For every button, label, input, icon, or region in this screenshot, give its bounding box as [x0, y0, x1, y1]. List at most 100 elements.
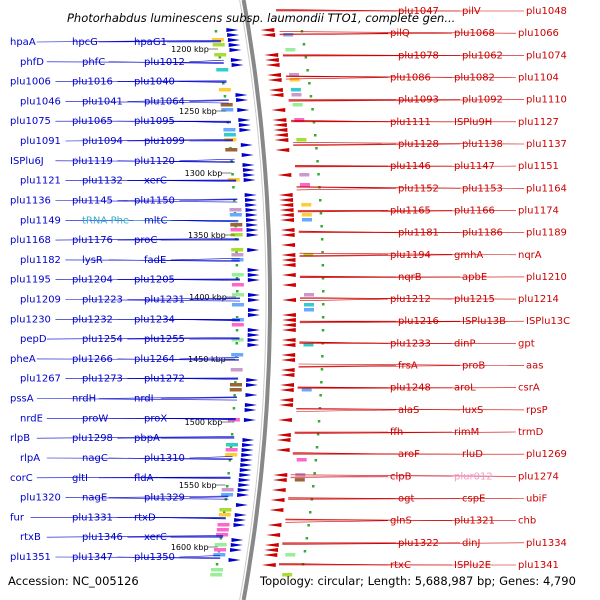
gene-label[interactable]: plu1095	[134, 116, 175, 127]
gene-label[interactable]: nqrB	[398, 272, 422, 283]
gene-label[interactable]: hpcG	[72, 37, 98, 48]
gene-label[interactable]: xerC	[144, 176, 167, 187]
gene-label[interactable]: plu1046	[20, 96, 61, 107]
gene-label[interactable]: plu1232	[72, 314, 113, 325]
gene-label[interactable]: plu1189	[526, 228, 567, 239]
gene-label[interactable]: rpsP	[526, 405, 548, 416]
gene-label[interactable]: plu1205	[134, 275, 175, 286]
gene-label[interactable]: plu1152	[398, 183, 439, 194]
gene-label[interactable]: hpaG1	[134, 37, 167, 48]
gene-label[interactable]: plu1233	[390, 338, 431, 349]
gene-label[interactable]: plu1047	[398, 6, 439, 17]
gene-label[interactable]: luxS	[462, 405, 483, 416]
gene-label[interactable]: clpB	[390, 471, 412, 482]
gene-label[interactable]: plu1186	[462, 228, 503, 239]
gene-label[interactable]: plu1147	[454, 161, 495, 172]
gene-label[interactable]: ffh	[390, 427, 403, 438]
gene-label[interactable]: plu1334	[526, 538, 567, 549]
gene-label[interactable]: mltC	[144, 215, 167, 226]
gene-label[interactable]: plu1248	[390, 383, 431, 394]
gene-label[interactable]: plu1082	[454, 73, 495, 84]
gene-label[interactable]: plu1093	[398, 95, 439, 106]
gene-label[interactable]: plu1149	[20, 215, 61, 226]
gene-label[interactable]: plu1111	[390, 117, 431, 128]
gene-label[interactable]: plu1350	[134, 552, 175, 563]
gene-label[interactable]: plu1204	[72, 275, 113, 286]
gene-label[interactable]: plu1041	[82, 96, 123, 107]
gene-label[interactable]: plu1230	[10, 314, 51, 325]
gene-label[interactable]: nagC	[82, 453, 108, 464]
gene-label[interactable]: rlpB	[10, 433, 30, 444]
gene-label[interactable]: plu1321	[454, 516, 495, 527]
gene-label[interactable]: plu1016	[72, 77, 113, 88]
gene-label[interactable]: rtxC	[390, 560, 411, 571]
gene-label[interactable]: alaS	[398, 405, 419, 416]
gene-label[interactable]: pheA	[10, 354, 36, 365]
gene-label[interactable]: phfC	[82, 57, 105, 68]
gene-label[interactable]: ogt	[398, 494, 414, 505]
gene-label[interactable]: plu1194	[390, 250, 431, 261]
gene-label[interactable]: plu1310	[144, 453, 185, 464]
gene-label[interactable]: plu1075	[10, 116, 51, 127]
gene-label[interactable]: fldA	[134, 473, 154, 484]
gene-label[interactable]: plu1145	[72, 196, 113, 207]
gene-label[interactable]: plu1120	[134, 156, 175, 167]
gene-label[interactable]: plu1066	[518, 28, 559, 39]
gene-label[interactable]: plu1209	[20, 295, 61, 306]
gene-label[interactable]: chb	[518, 516, 536, 527]
gene-label[interactable]: plu1168	[10, 235, 51, 246]
gene-label[interactable]: apbE	[462, 272, 487, 283]
gene-label[interactable]: plu1231	[144, 295, 185, 306]
gene-label[interactable]: plu1331	[72, 512, 113, 523]
gene-label[interactable]: plu1298	[72, 433, 113, 444]
gene-label[interactable]: plu1094	[82, 136, 123, 147]
gene-label[interactable]: plu1269	[526, 449, 567, 460]
gene-label[interactable]: plu1062	[462, 50, 503, 61]
gene-label[interactable]: ISPlu13B	[462, 316, 506, 327]
gene-label[interactable]: plu1254	[82, 334, 123, 345]
gene-label[interactable]: nqrA	[518, 250, 542, 261]
gene-label[interactable]: nrdE	[20, 413, 43, 424]
gene-label[interactable]: plu1195	[10, 275, 51, 286]
gene-label[interactable]: plu1110	[526, 95, 567, 106]
gene-label[interactable]: plu1166	[454, 205, 495, 216]
gene-label[interactable]: plu1234	[134, 314, 175, 325]
gene-label[interactable]: ISPlu13C	[526, 316, 570, 327]
gene-label[interactable]: plu1255	[144, 334, 185, 345]
gene-label[interactable]: tRNA-Phe	[82, 215, 129, 226]
gene-label[interactable]: plu1346	[82, 532, 123, 543]
gene-label[interactable]: gltI	[72, 473, 88, 484]
gene-label[interactable]: plu1347	[72, 552, 113, 563]
gene-label[interactable]: plu1138	[462, 139, 503, 150]
gene-label[interactable]: pssA	[10, 394, 34, 405]
gene-label[interactable]: plu1351	[10, 552, 51, 563]
gene-label[interactable]: plu1128	[398, 139, 439, 150]
gene-label[interactable]: plu1012	[144, 57, 185, 68]
gene-label[interactable]: dinP	[454, 338, 476, 349]
gene-label[interactable]: plu1176	[72, 235, 113, 246]
gene-label[interactable]: plu1121	[20, 176, 61, 187]
gene-label[interactable]: rimM	[454, 427, 479, 438]
gene-label[interactable]: plu1146	[390, 161, 431, 172]
gene-label[interactable]: frsA	[398, 361, 418, 372]
gene-label[interactable]: gpt	[518, 338, 535, 349]
gene-label[interactable]: pilV	[462, 6, 481, 17]
gene-label[interactable]: plu1078	[398, 50, 439, 61]
gene-label[interactable]: hpaA	[10, 37, 36, 48]
gene-label[interactable]: fadE	[144, 255, 166, 266]
gene-label[interactable]: plu1182	[20, 255, 61, 266]
gene-label[interactable]: plu1068	[454, 28, 495, 39]
gene-label[interactable]: plu1267	[20, 374, 61, 385]
gene-label[interactable]: plur012	[454, 471, 493, 482]
gene-label[interactable]: plu1210	[526, 272, 567, 283]
gene-label[interactable]: ubiF	[526, 494, 547, 505]
gene-label[interactable]: plu1264	[134, 354, 175, 365]
gene-label[interactable]: plu1214	[518, 294, 559, 305]
gene-label[interactable]: rlpA	[20, 453, 40, 464]
gene-label[interactable]: plu1272	[144, 374, 185, 385]
gene-label[interactable]: plu1074	[526, 50, 567, 61]
gene-label[interactable]: aroL	[454, 383, 476, 394]
gene-label[interactable]: gmhA	[454, 250, 483, 261]
gene-label[interactable]: csrA	[518, 383, 540, 394]
gene-label[interactable]: aas	[526, 361, 543, 372]
